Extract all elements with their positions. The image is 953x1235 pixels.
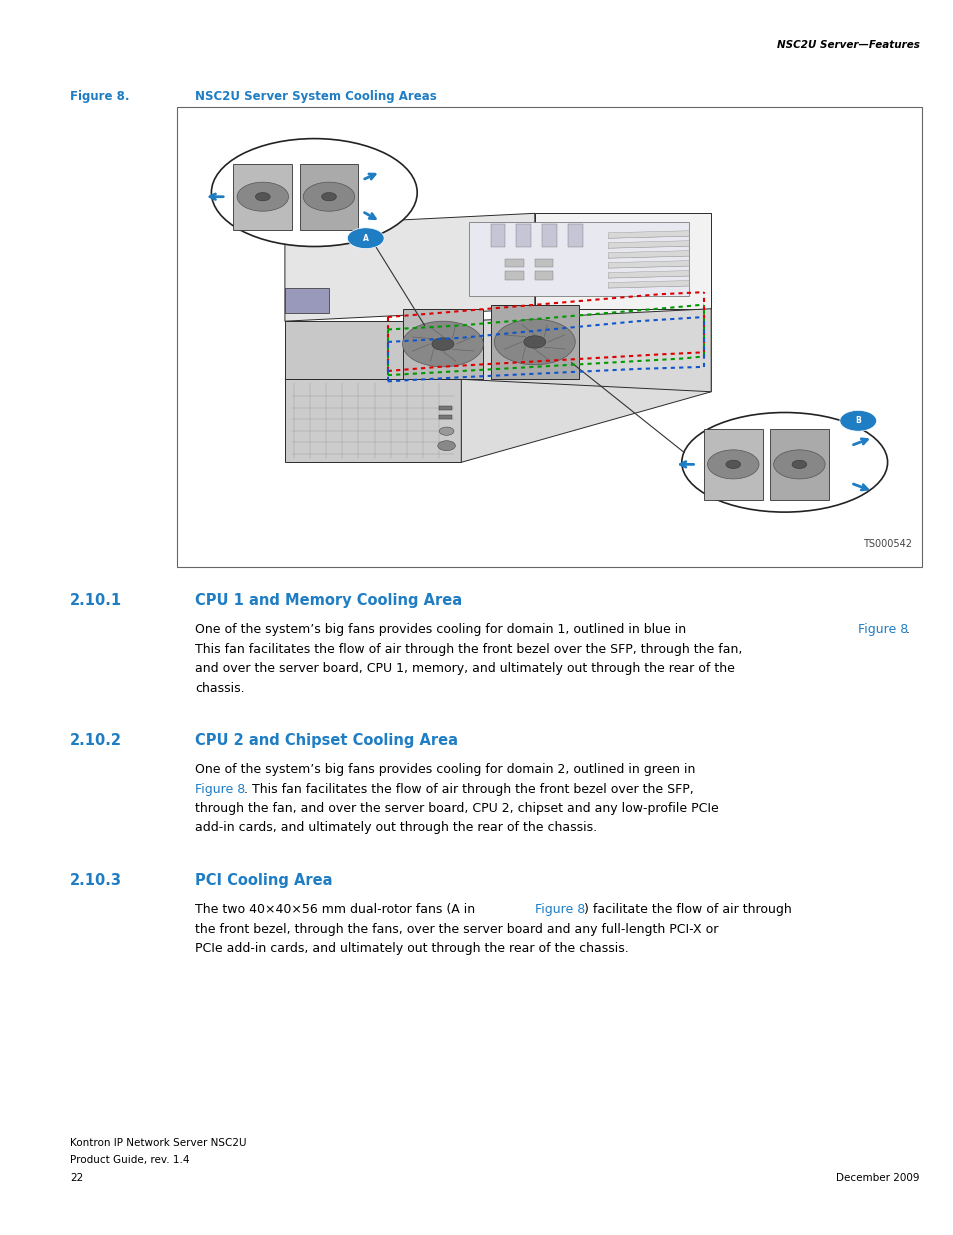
- Text: A: A: [362, 233, 368, 243]
- Text: through the fan, and over the server board, CPU 2, chipset and any low-profile P: through the fan, and over the server boa…: [194, 802, 718, 815]
- Polygon shape: [285, 214, 535, 321]
- Text: CPU 2 and Chipset Cooling Area: CPU 2 and Chipset Cooling Area: [194, 734, 457, 748]
- Text: Figure 8: Figure 8: [857, 622, 907, 636]
- Text: NSC2U Server—Features: NSC2U Server—Features: [777, 40, 919, 49]
- Text: PCI Cooling Area: PCI Cooling Area: [194, 873, 333, 888]
- Circle shape: [432, 338, 454, 351]
- Polygon shape: [285, 309, 710, 379]
- Text: .: .: [905, 622, 909, 636]
- Circle shape: [725, 461, 740, 468]
- Text: 22: 22: [70, 1173, 83, 1183]
- Bar: [438, 415, 452, 419]
- Text: 2.10.1: 2.10.1: [70, 593, 122, 608]
- Circle shape: [303, 183, 355, 211]
- Text: 2.10.2: 2.10.2: [70, 734, 122, 748]
- Bar: [535, 272, 553, 279]
- Circle shape: [347, 227, 384, 248]
- Polygon shape: [567, 224, 582, 247]
- Polygon shape: [490, 305, 578, 379]
- Polygon shape: [535, 214, 710, 309]
- Polygon shape: [541, 224, 557, 247]
- Polygon shape: [490, 224, 505, 247]
- Bar: [177, 107, 921, 567]
- Bar: [535, 259, 553, 267]
- Polygon shape: [608, 241, 688, 248]
- Text: PCIe add-in cards, and ultimately out through the rear of the chassis.: PCIe add-in cards, and ultimately out th…: [194, 942, 628, 955]
- Bar: [438, 406, 452, 410]
- Text: B: B: [855, 416, 861, 425]
- Circle shape: [237, 183, 288, 211]
- Circle shape: [839, 410, 876, 431]
- Polygon shape: [608, 261, 688, 268]
- Polygon shape: [703, 429, 761, 500]
- Text: NSC2U Server System Cooling Areas: NSC2U Server System Cooling Areas: [194, 90, 436, 103]
- Text: add-in cards, and ultimately out through the rear of the chassis.: add-in cards, and ultimately out through…: [194, 821, 597, 835]
- Text: Figure 8: Figure 8: [194, 783, 245, 795]
- Text: Product Guide, rev. 1.4: Product Guide, rev. 1.4: [70, 1156, 190, 1166]
- Polygon shape: [285, 379, 461, 462]
- Text: Figure 8: Figure 8: [535, 903, 584, 916]
- Ellipse shape: [681, 412, 886, 513]
- Polygon shape: [285, 288, 329, 312]
- Circle shape: [438, 427, 454, 435]
- Polygon shape: [769, 429, 828, 500]
- Polygon shape: [233, 163, 292, 230]
- Text: . This fan facilitates the flow of air through the front bezel over the SFP,: . This fan facilitates the flow of air t…: [243, 783, 693, 795]
- Bar: [505, 259, 523, 267]
- Polygon shape: [468, 221, 688, 296]
- Text: 2.10.3: 2.10.3: [70, 873, 122, 888]
- Text: chassis.: chassis.: [194, 682, 244, 694]
- Polygon shape: [608, 231, 688, 238]
- Ellipse shape: [212, 138, 416, 247]
- Polygon shape: [299, 163, 358, 230]
- Polygon shape: [461, 309, 710, 391]
- Text: and over the server board, CPU 1, memory, and ultimately out through the rear of: and over the server board, CPU 1, memory…: [194, 662, 734, 676]
- Polygon shape: [608, 280, 688, 288]
- Text: One of the system’s big fans provides cooling for domain 2, outlined in green in: One of the system’s big fans provides co…: [194, 763, 695, 776]
- Text: December 2009: December 2009: [836, 1173, 919, 1183]
- Bar: [505, 272, 523, 279]
- Circle shape: [707, 450, 759, 479]
- Text: This fan facilitates the flow of air through the front bezel over the SFP, throu: This fan facilitates the flow of air thr…: [194, 642, 741, 656]
- Text: The two 40×40×56 mm dual-rotor fans (A in: The two 40×40×56 mm dual-rotor fans (A i…: [194, 903, 478, 916]
- Polygon shape: [402, 309, 483, 379]
- Text: the front bezel, through the fans, over the server board and any full-length PCI: the front bezel, through the fans, over …: [194, 923, 718, 935]
- Text: ) facilitate the flow of air through: ) facilitate the flow of air through: [583, 903, 790, 916]
- Text: One of the system’s big fans provides cooling for domain 1, outlined in blue in: One of the system’s big fans provides co…: [194, 622, 689, 636]
- Polygon shape: [608, 251, 688, 258]
- Circle shape: [321, 193, 336, 201]
- Polygon shape: [285, 321, 461, 379]
- Text: Kontron IP Network Server NSC2U: Kontron IP Network Server NSC2U: [70, 1137, 246, 1149]
- Circle shape: [773, 450, 824, 479]
- Polygon shape: [516, 224, 531, 247]
- Circle shape: [494, 319, 575, 364]
- Text: TS000542: TS000542: [862, 538, 911, 550]
- Circle shape: [437, 441, 455, 451]
- Polygon shape: [461, 309, 710, 462]
- Text: CPU 1 and Memory Cooling Area: CPU 1 and Memory Cooling Area: [194, 593, 461, 608]
- Circle shape: [523, 336, 545, 348]
- Polygon shape: [608, 270, 688, 278]
- Circle shape: [791, 461, 806, 468]
- Text: Figure 8.: Figure 8.: [70, 90, 130, 103]
- Circle shape: [402, 321, 483, 367]
- Circle shape: [255, 193, 270, 201]
